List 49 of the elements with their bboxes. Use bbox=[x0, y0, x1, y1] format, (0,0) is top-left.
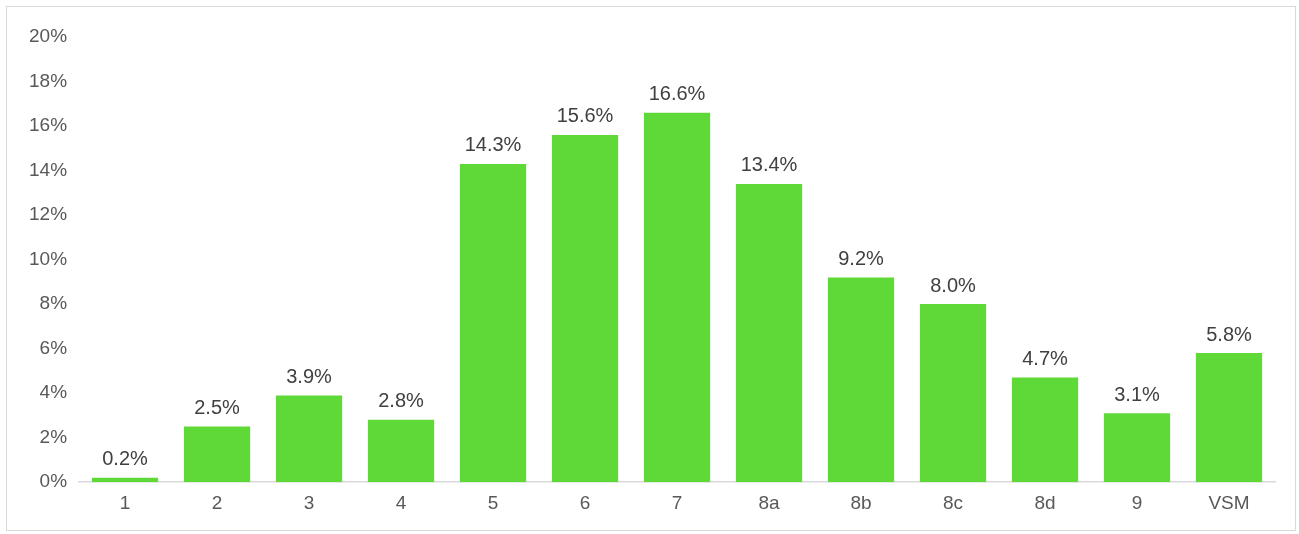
x-tick-label: 8c bbox=[942, 491, 964, 513]
bar bbox=[1011, 377, 1079, 483]
bar bbox=[643, 112, 711, 483]
data-label: 9.2% bbox=[838, 246, 885, 269]
x-tick-label: 2 bbox=[211, 491, 223, 513]
bar bbox=[1103, 413, 1171, 483]
data-label: 15.6% bbox=[556, 104, 614, 127]
data-label: 0.2% bbox=[102, 447, 149, 470]
y-tick-label: 10% bbox=[29, 247, 68, 269]
bar bbox=[919, 304, 987, 483]
bar bbox=[551, 134, 619, 483]
x-tick-label: 7 bbox=[671, 491, 683, 513]
x-tick-label: 3 bbox=[303, 491, 315, 513]
x-tick-label: 1 bbox=[119, 491, 131, 513]
data-label: 4.7% bbox=[1022, 347, 1069, 370]
x-tick-label: 5 bbox=[487, 491, 499, 513]
data-label: 8.0% bbox=[930, 273, 977, 296]
x-tick-label: 9 bbox=[1131, 491, 1143, 513]
y-tick-label: 2% bbox=[39, 425, 68, 447]
bar bbox=[367, 419, 435, 483]
data-label: 3.9% bbox=[286, 364, 333, 387]
data-label: 2.8% bbox=[378, 389, 425, 412]
y-tick-label: 8% bbox=[39, 292, 68, 314]
x-tick-label: 6 bbox=[579, 491, 591, 513]
y-tick-label: 12% bbox=[29, 203, 68, 225]
data-label: 16.6% bbox=[648, 82, 706, 105]
data-label: 14.3% bbox=[464, 133, 522, 156]
x-tick-label: 4 bbox=[395, 491, 407, 513]
x-tick-label: VSM bbox=[1208, 491, 1250, 513]
bar bbox=[827, 277, 895, 483]
y-tick-label: 18% bbox=[29, 69, 68, 91]
bar bbox=[1195, 353, 1263, 483]
bar bbox=[275, 395, 343, 483]
y-tick-label: 4% bbox=[39, 381, 68, 403]
data-label: 13.4% bbox=[740, 153, 798, 176]
bar bbox=[459, 163, 527, 483]
y-tick-label: 16% bbox=[29, 114, 68, 136]
data-label: 3.1% bbox=[1114, 382, 1161, 405]
bar bbox=[183, 426, 251, 483]
y-tick-label: 20% bbox=[29, 25, 68, 47]
y-tick-label: 14% bbox=[29, 158, 68, 180]
x-tick-label: 8a bbox=[758, 491, 781, 513]
y-tick-label: 6% bbox=[39, 336, 68, 358]
y-tick-label: 0% bbox=[39, 470, 68, 492]
data-label: 2.5% bbox=[194, 396, 241, 419]
data-label: 5.8% bbox=[1206, 322, 1253, 345]
x-tick-label: 8b bbox=[850, 491, 872, 513]
bar bbox=[735, 183, 803, 483]
x-tick-label: 8d bbox=[1034, 491, 1056, 513]
